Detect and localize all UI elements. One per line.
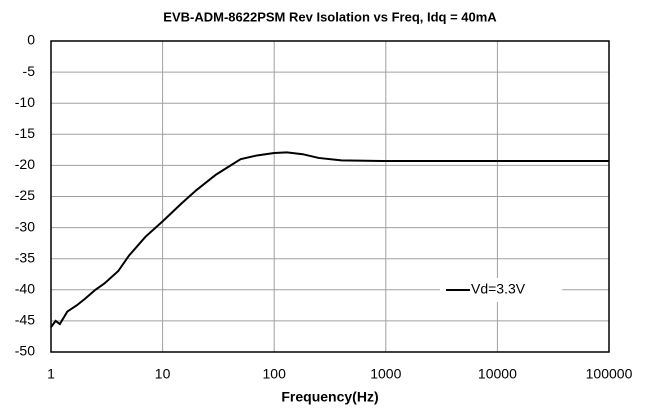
x-tick-label: 10	[155, 366, 171, 382]
x-tick-label: 100	[263, 366, 287, 382]
x-tick-label: 100000	[586, 366, 633, 382]
series-line	[50, 151, 609, 328]
y-tick-label: -30	[15, 218, 35, 234]
x-tick-label: 1	[47, 366, 55, 382]
y-tick-label: -50	[15, 343, 35, 359]
y-tick-label: -20	[15, 156, 35, 172]
x-tick-label: 1000	[370, 366, 401, 382]
y-tick-label: 0	[27, 32, 35, 48]
x-axis-label: Frequency(Hz)	[281, 389, 378, 405]
y-tick-label: -10	[15, 94, 35, 110]
legend-label: Vd=3.3V	[471, 281, 526, 297]
y-tick-label: -45	[15, 312, 35, 328]
y-tick-label: -40	[15, 281, 35, 297]
plot-frame	[50, 40, 610, 353]
y-tick-label: -15	[15, 125, 35, 141]
x-tick-label: 10000	[478, 366, 517, 382]
y-tick-label: -25	[15, 187, 35, 203]
y-tick-label: -5	[23, 63, 36, 79]
chart-title: EVB-ADM-8622PSM Rev Isolation vs Freq, I…	[163, 9, 497, 24]
y-tick-label: -35	[15, 249, 35, 265]
